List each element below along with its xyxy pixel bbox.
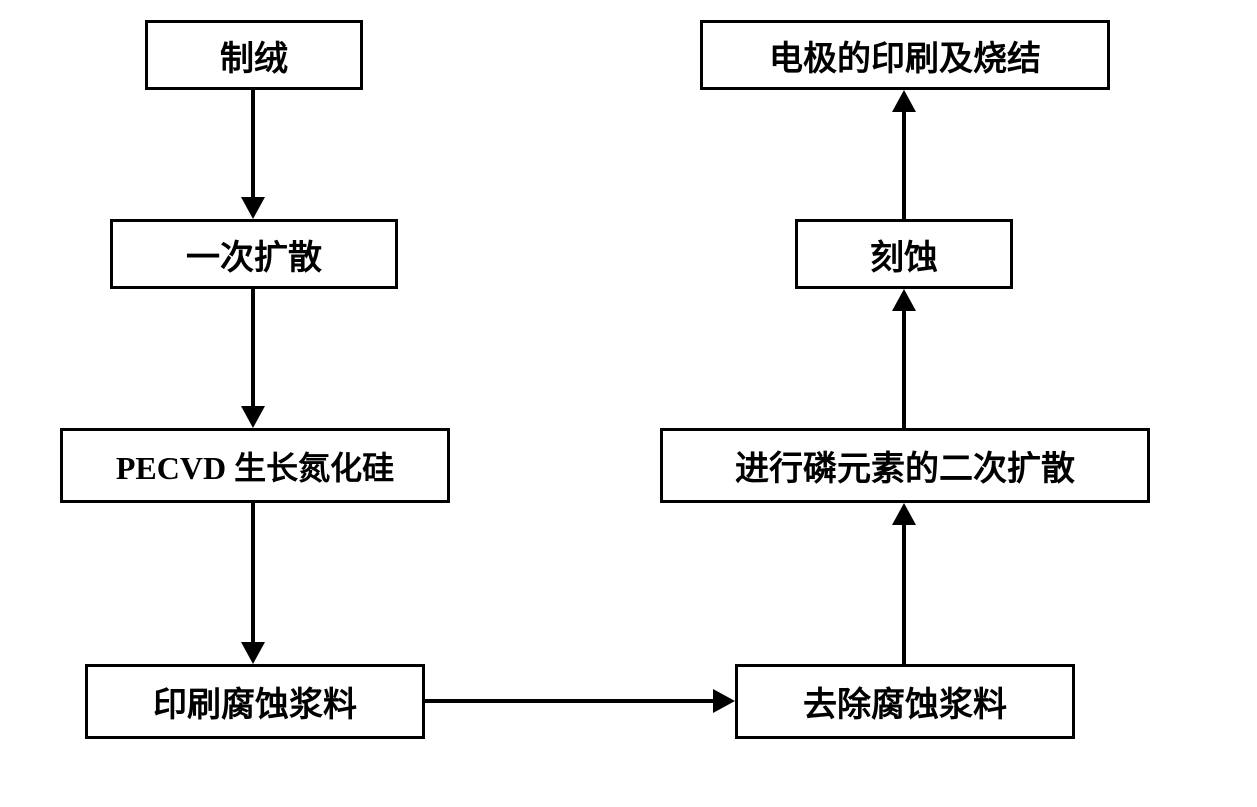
flowchart-node-label: 印刷腐蚀浆料 bbox=[153, 677, 357, 726]
flowchart-node-n8: 电极的印刷及烧结 bbox=[700, 20, 1110, 90]
flowchart-node-label: 进行磷元素的二次扩散 bbox=[735, 441, 1075, 490]
flowchart-node-n2: 一次扩散 bbox=[110, 219, 398, 289]
flowchart-node-label: 去除腐蚀浆料 bbox=[803, 677, 1007, 726]
arrow-head-icon bbox=[892, 503, 916, 525]
flowchart-arrow bbox=[251, 90, 255, 199]
flowchart-node-n3: PECVD 生长氮化硅 bbox=[60, 428, 450, 503]
flowchart-node-label: 电极的印刷及烧结 bbox=[769, 31, 1041, 80]
flowchart-node-label: 一次扩散 bbox=[186, 230, 322, 279]
flowchart-node-n6: 进行磷元素的二次扩散 bbox=[660, 428, 1150, 503]
flowchart-arrow bbox=[251, 289, 255, 408]
flowchart-arrow bbox=[251, 503, 255, 644]
arrow-head-icon bbox=[892, 289, 916, 311]
arrow-head-icon bbox=[241, 406, 265, 428]
flowchart-arrow bbox=[902, 110, 906, 219]
flowchart-arrow bbox=[425, 699, 715, 703]
flowchart-node-label: PECVD 生长氮化硅 bbox=[116, 443, 394, 489]
flowchart-node-n5: 去除腐蚀浆料 bbox=[735, 664, 1075, 739]
arrow-head-icon bbox=[892, 90, 916, 112]
flowchart-arrow bbox=[902, 523, 906, 664]
flowchart-node-n7: 刻蚀 bbox=[795, 219, 1013, 289]
flowchart-node-n1: 制绒 bbox=[145, 20, 363, 90]
arrow-head-icon bbox=[713, 689, 735, 713]
flowchart-node-label: 制绒 bbox=[220, 31, 288, 80]
flowchart-arrow bbox=[902, 309, 906, 428]
arrow-head-icon bbox=[241, 197, 265, 219]
arrow-head-icon bbox=[241, 642, 265, 664]
flowchart-node-n4: 印刷腐蚀浆料 bbox=[85, 664, 425, 739]
flowchart-node-label: 刻蚀 bbox=[870, 230, 938, 279]
